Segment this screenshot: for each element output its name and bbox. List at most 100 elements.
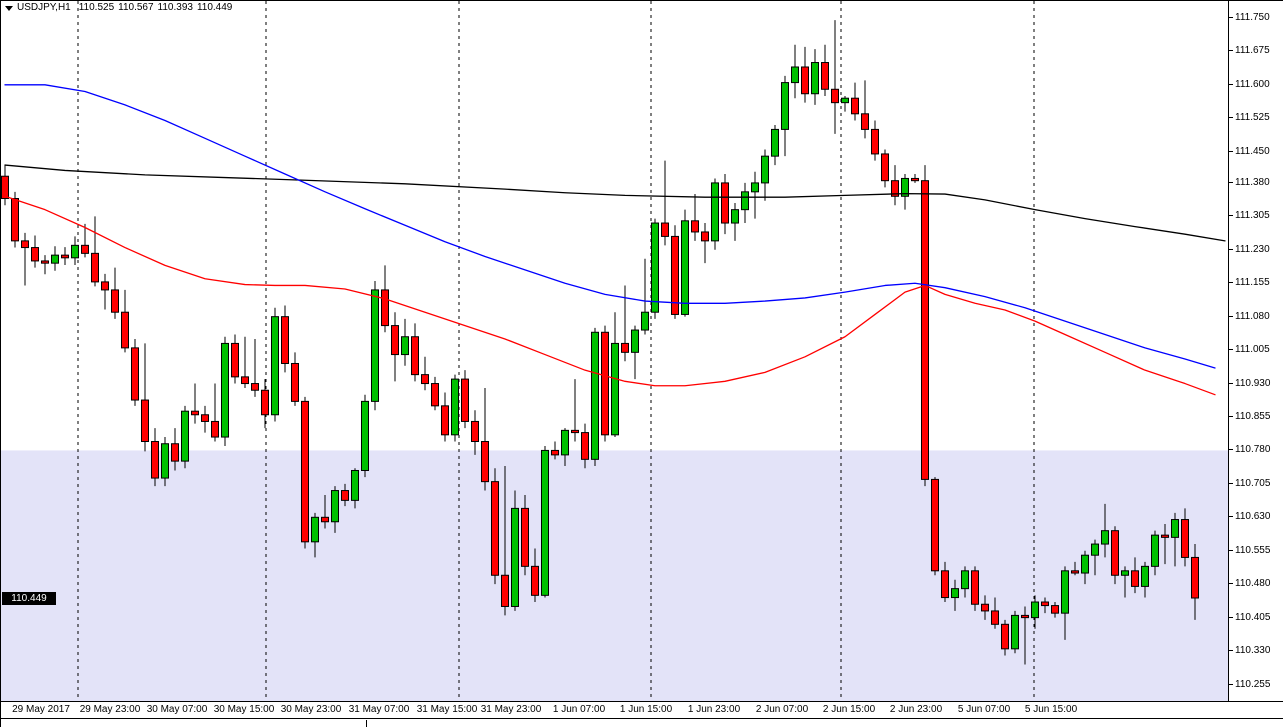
candle-body-bearish	[941, 570, 949, 599]
price-tick: 111.230	[1229, 244, 1283, 256]
price-tick-label: 110.405	[1235, 611, 1271, 623]
price-tick: 111.450	[1229, 146, 1283, 158]
price-tick-label: 111.305	[1235, 210, 1270, 222]
candle-body-bullish	[1121, 570, 1129, 576]
candle-body-bullish	[591, 331, 599, 460]
candle-body-bearish	[911, 177, 919, 182]
time-tick-label: 31 May 07:00	[348, 704, 410, 715]
price-tick: 111.750	[1229, 12, 1283, 24]
candle-body-bullish	[361, 400, 369, 471]
price-tick-label: 111.230	[1235, 243, 1270, 255]
candle-body-bullish	[351, 469, 359, 501]
indicator-line-ma-blue	[4, 84, 1216, 369]
price-tick-mark	[1229, 349, 1233, 351]
price-tick-label: 111.750	[1235, 11, 1270, 23]
candle-body-bearish	[391, 325, 399, 356]
candle-body-bullish	[271, 316, 279, 416]
price-tick: 111.525	[1229, 112, 1283, 124]
candle-body-bearish	[721, 182, 729, 224]
candle-body-bearish	[1001, 623, 1009, 650]
candle-body-bearish	[931, 478, 939, 572]
candle-body-bearish	[191, 410, 199, 416]
price-tick: 111.380	[1229, 177, 1283, 189]
candle-body-bearish	[991, 610, 999, 625]
price-tick-mark	[1229, 449, 1233, 451]
price-tick-label: 110.930	[1235, 377, 1271, 389]
candle-body-bullish	[611, 342, 619, 436]
time-axis[interactable]: 29 May 2017 29 May 23:00 30 May 07:00 30 Ma…	[1, 701, 1283, 727]
candle-body-bullish	[1011, 614, 1019, 650]
candle-body-bullish	[541, 449, 549, 596]
candle-body-bearish	[321, 516, 329, 523]
candle-body-bullish	[631, 329, 639, 353]
candle-body-bearish	[11, 198, 19, 242]
candle-body-bullish	[841, 97, 849, 104]
candle-body-bearish	[701, 231, 709, 242]
chart-header: USDJPY,H1 110.525 110.567 110.393 110.449	[1, 1, 236, 15]
price-tick: 110.405	[1229, 612, 1283, 624]
candle-body-bullish	[731, 209, 739, 224]
candle-body-bullish	[761, 155, 769, 184]
candle-body-bullish	[561, 429, 569, 456]
candle-body-bullish	[1091, 543, 1099, 556]
highlight-band	[1, 450, 1228, 701]
candle-body-bearish	[981, 603, 989, 612]
candle-body-bearish	[921, 180, 929, 480]
candle-body-bearish	[101, 281, 109, 291]
candle-body-bearish	[881, 153, 889, 182]
price-tick-label: 110.705	[1235, 477, 1271, 489]
time-tick-label: 5 Jun 07:00	[957, 704, 1011, 715]
candle-body-bearish	[1191, 556, 1199, 599]
triangle-down-icon[interactable]	[5, 5, 13, 11]
candle-body-bullish	[1081, 554, 1089, 574]
candle-body-bearish	[41, 260, 49, 264]
candle-body-bullish	[1031, 601, 1039, 619]
candle-body-bearish	[131, 347, 139, 401]
time-tick-label: 2 Jun 15:00	[822, 704, 876, 715]
candle-body-bearish	[1071, 570, 1079, 574]
time-tick-label: 31 May 23:00	[480, 704, 542, 715]
candle-body-bullish	[331, 490, 339, 523]
quote-close: 110.449	[196, 2, 233, 13]
time-tick-label: 29 May 2017	[12, 704, 70, 715]
chart-plot-area[interactable]	[1, 1, 1228, 701]
current-price-label: 110.449	[2, 592, 56, 605]
price-tick-label: 110.330	[1235, 645, 1271, 657]
candle-body-bearish	[431, 383, 439, 407]
candle-body-bearish	[201, 414, 209, 422]
time-tick-label: 30 May 07:00	[146, 704, 208, 715]
candle-body-bearish	[411, 336, 419, 376]
candle-body-bearish	[521, 507, 529, 567]
candle-body-bearish	[1161, 534, 1169, 538]
price-tick: 111.080	[1229, 311, 1283, 323]
candle-body-bearish	[141, 399, 149, 443]
candle-body-bullish	[1061, 570, 1069, 614]
candle-body-bearish	[891, 180, 899, 197]
candle-body-bearish	[251, 383, 259, 391]
candle-body-bearish	[111, 289, 119, 313]
candle-body-bullish	[161, 443, 169, 479]
candle-body-bearish	[21, 240, 29, 249]
symbol-period-label: USDJPY,H1	[17, 2, 71, 13]
price-tick: 111.600	[1229, 79, 1283, 91]
time-tick-label: 30 May 15:00	[213, 704, 275, 715]
candle-body-bullish	[711, 182, 719, 242]
candle-body-bullish	[1151, 534, 1159, 567]
candle-body-bearish	[31, 247, 39, 262]
candle-body-bearish	[341, 490, 349, 501]
horizontal-scrollbar[interactable]	[1, 718, 1283, 727]
candle-body-bearish	[1, 175, 9, 200]
price-tick-label: 110.855	[1235, 410, 1271, 422]
candle-body-bearish	[501, 574, 509, 607]
price-tick: 110.480	[1229, 578, 1283, 590]
price-tick-mark	[1229, 181, 1233, 183]
price-axis[interactable]: 111.750 111.675 111.600 111.525 111.450 111.3…	[1228, 1, 1283, 701]
scrollbar-track-left[interactable]	[1, 720, 142, 727]
candle-body-bearish	[801, 66, 809, 95]
scrollbar-thumb[interactable]	[141, 720, 367, 727]
candle-body-bullish	[751, 182, 759, 193]
candle-body-bearish	[211, 420, 219, 438]
candle-body-bearish	[151, 441, 159, 479]
candle-body-bullish	[741, 191, 749, 211]
price-tick-mark	[1229, 83, 1233, 85]
